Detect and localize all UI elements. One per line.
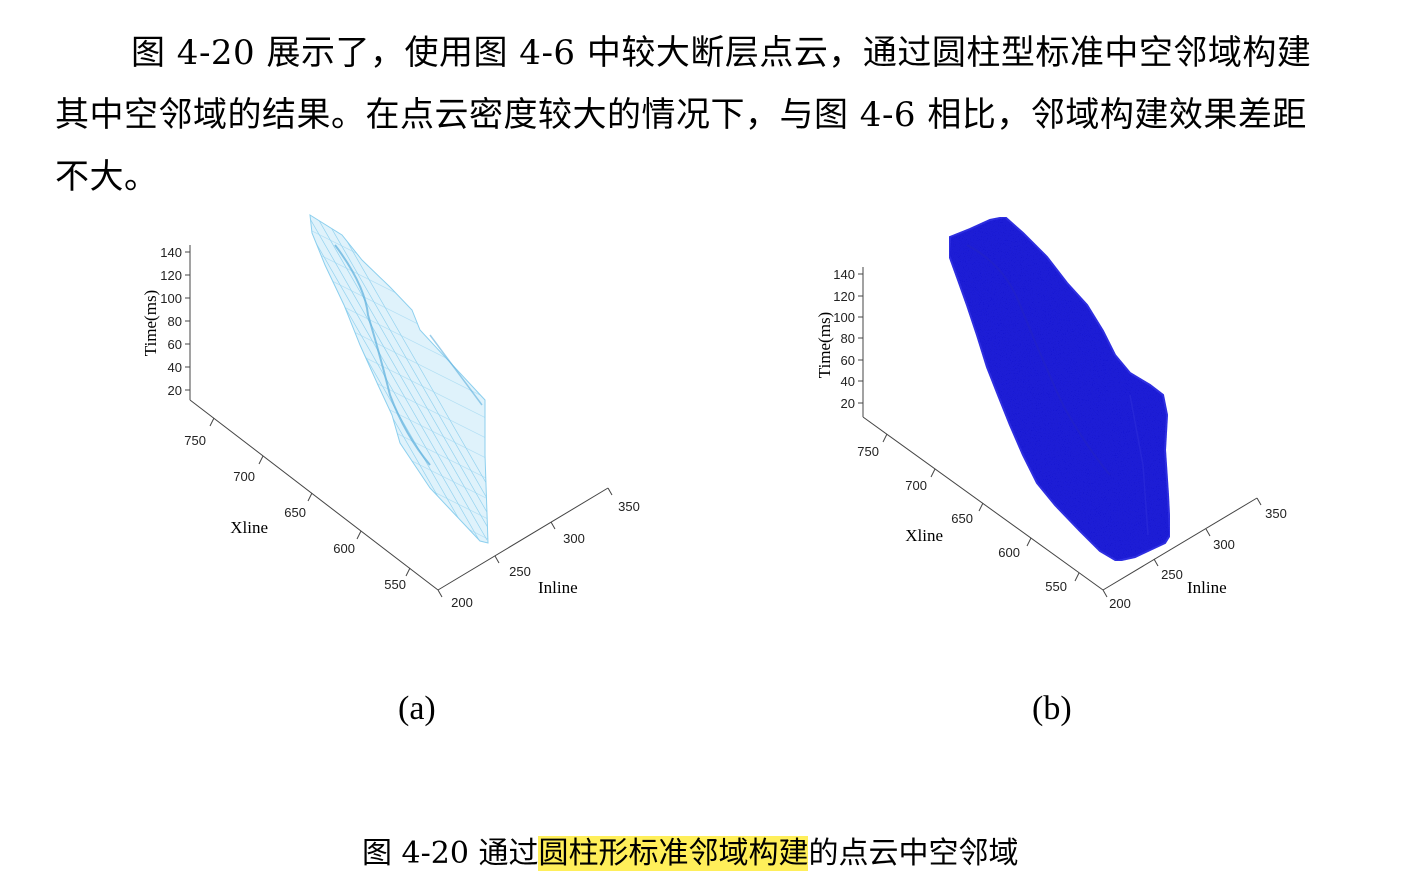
point-cloud-b — [947, 215, 1172, 563]
y-tick-label: 350 — [1265, 506, 1287, 521]
z-tick-label: 40 — [841, 374, 855, 389]
z-tick-label: 100 — [833, 310, 855, 325]
y-axis-label: Inline — [538, 578, 578, 597]
figure-a-svg: 140 120 100 80 60 40 20 Time(ms) 750 700… — [141, 214, 640, 610]
caption-prefix: 图 4-20 通过 — [362, 836, 539, 871]
z-axis-label: Time(ms) — [815, 312, 834, 378]
x-axis — [189, 399, 439, 591]
y-axis — [437, 487, 609, 591]
figure-caption: 图 4-20 通过圆柱形标准邻域构建的点云中空邻域 — [362, 828, 1018, 872]
z-tick-label: 140 — [833, 267, 855, 282]
x-axis-label: Xline — [230, 518, 268, 537]
x-tick-label: 550 — [384, 577, 406, 592]
z-tick-label: 120 — [833, 289, 855, 304]
paragraph-line-2: 其中空邻域的结果。在点云密度较大的情况下，与图 4-6 相比，邻域构建效果差距 — [55, 95, 1307, 135]
x-tick-label: 700 — [233, 469, 255, 484]
y-tick-label: 300 — [1213, 537, 1235, 552]
figure-b-svg: 140 120 100 80 60 40 20 Time(ms) 750 700… — [815, 215, 1287, 611]
caption-suffix: 的点云中空邻域 — [808, 836, 1019, 871]
figure-a-3d-plot: 140 120 100 80 60 40 20 Time(ms) 750 700… — [130, 205, 690, 625]
z-ticks: 140 120 100 80 60 40 20 — [833, 267, 863, 411]
x-axis-label: Xline — [905, 526, 943, 545]
subfigure-label-b: (b) — [1032, 690, 1072, 727]
z-axis-label: Time(ms) — [141, 290, 160, 356]
x-tick-label: 550 — [1045, 579, 1067, 594]
y-axis — [1102, 497, 1258, 591]
y-ticks: 200 250 300 350 — [1102, 497, 1287, 611]
z-tick-label: 20 — [841, 396, 855, 411]
paragraph-line-3: 不大。 — [55, 157, 159, 197]
y-tick-label: 250 — [1161, 567, 1183, 582]
y-axis-label: Inline — [1187, 578, 1227, 597]
z-tick-label: 80 — [841, 331, 855, 346]
fault-surface-a — [309, 214, 489, 544]
z-tick-label: 80 — [168, 314, 182, 329]
z-tick-label: 140 — [160, 245, 182, 260]
body-paragraph: 图 4-20 展示了，使用图 4-6 中较大断层点云，通过圆柱型标准中空邻域构建… — [55, 22, 1370, 208]
x-tick-label: 650 — [951, 511, 973, 526]
x-ticks: 750 700 650 600 550 — [857, 433, 1080, 594]
subfigure-label-a: (a) — [398, 690, 436, 727]
x-tick-label: 700 — [905, 478, 927, 493]
y-tick-label: 250 — [509, 564, 531, 579]
y-ticks: 200 250 300 350 — [437, 487, 640, 610]
z-ticks: 140 120 100 80 60 40 20 — [160, 245, 190, 398]
x-ticks: 750 700 650 600 550 — [184, 417, 411, 592]
x-tick-label: 750 — [857, 444, 879, 459]
z-tick-label: 60 — [168, 337, 182, 352]
y-tick-label: 200 — [1109, 596, 1131, 611]
paragraph-line-1: 图 4-20 展示了，使用图 4-6 中较大断层点云，通过圆柱型标准中空邻域构建 — [131, 33, 1312, 73]
caption-highlight: 圆柱形标准邻域构建 — [538, 836, 809, 871]
y-tick-label: 300 — [563, 531, 585, 546]
y-tick-label: 200 — [451, 595, 473, 610]
x-tick-label: 600 — [333, 541, 355, 556]
x-tick-label: 750 — [184, 433, 206, 448]
figure-b-3d-plot: 140 120 100 80 60 40 20 Time(ms) 750 700… — [805, 205, 1365, 625]
x-tick-label: 650 — [284, 505, 306, 520]
z-tick-label: 20 — [168, 383, 182, 398]
z-tick-label: 40 — [168, 360, 182, 375]
y-tick-label: 350 — [618, 499, 640, 514]
z-tick-label: 60 — [841, 353, 855, 368]
z-tick-label: 100 — [160, 291, 182, 306]
z-tick-label: 120 — [160, 268, 182, 283]
x-tick-label: 600 — [998, 545, 1020, 560]
